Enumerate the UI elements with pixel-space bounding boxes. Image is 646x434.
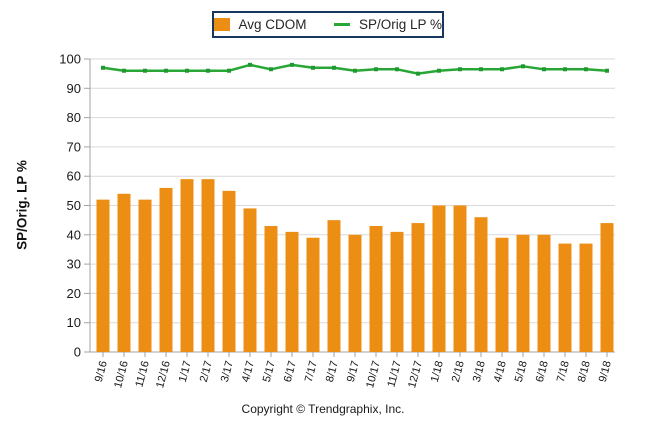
x-tick-label: 5/17 — [261, 360, 278, 384]
x-tick-label: 3/17 — [219, 360, 236, 384]
line-marker-5/18 — [521, 64, 525, 69]
x-tick-label: 10/16 — [112, 360, 131, 390]
x-tick-label: 10/17 — [364, 360, 383, 390]
line-marker-9/16 — [101, 65, 105, 70]
x-tick-label: 6/17 — [282, 360, 299, 384]
line-marker-8/18 — [584, 67, 588, 72]
bar-5/18 — [516, 234, 530, 352]
bar-7/18 — [558, 243, 572, 352]
bar-6/18 — [537, 234, 551, 352]
line-marker-11/17 — [395, 67, 399, 72]
bar-11/17 — [390, 231, 404, 352]
line-marker-1/18 — [437, 68, 441, 73]
line-marker-1/17 — [185, 68, 189, 73]
x-tick-label: 5/18 — [513, 360, 530, 384]
y-tick-label: 70 — [67, 139, 81, 154]
bar-10/17 — [369, 226, 383, 352]
bar-1/18 — [432, 205, 446, 352]
copyright-text: Copyright © Trendgraphix, Inc. — [241, 402, 405, 416]
y-tick-label: 40 — [67, 227, 81, 242]
x-tick-label: 12/16 — [154, 360, 173, 390]
line-marker-8/17 — [332, 65, 336, 70]
x-tick-label: 8/17 — [324, 360, 341, 384]
bar-2/17 — [201, 179, 215, 352]
y-tick-label: 90 — [67, 81, 81, 96]
x-tick-label: 2/17 — [198, 360, 215, 384]
bar-12/17 — [411, 223, 425, 352]
bar-9/16 — [96, 199, 110, 352]
line-marker-7/18 — [563, 67, 567, 72]
bar-8/17 — [327, 220, 341, 352]
x-tick-label: 11/17 — [385, 360, 404, 389]
x-tick-label: 11/16 — [133, 360, 152, 389]
line-marker-12/17 — [416, 71, 420, 76]
y-tick-label: 20 — [67, 286, 81, 301]
sp-orig-lp-label: SP/Orig LP % — [358, 17, 442, 32]
x-tick-label: 9/18 — [597, 360, 614, 384]
line-marker-10/17 — [374, 67, 378, 72]
line-marker-3/17 — [227, 68, 231, 73]
x-tick-label: 1/17 — [177, 360, 194, 384]
x-tick-label: 4/18 — [492, 360, 509, 384]
y-tick-label: 30 — [67, 257, 81, 272]
line-marker-4/17 — [248, 62, 252, 67]
line-marker-6/18 — [542, 67, 546, 72]
bar-10/16 — [117, 193, 131, 352]
bar-9/18 — [600, 223, 614, 352]
line-marker-5/17 — [269, 67, 273, 72]
line-marker-12/16 — [164, 68, 168, 73]
bar-8/18 — [579, 243, 593, 352]
avg-cdom-swatch-icon — [214, 18, 230, 31]
y-tick-label: 50 — [67, 198, 81, 213]
sp-orig-lp-swatch-icon — [333, 23, 350, 26]
bar-3/17 — [222, 190, 236, 352]
bar-4/18 — [495, 237, 509, 352]
line-marker-11/16 — [143, 68, 147, 73]
line-marker-9/17 — [353, 68, 357, 73]
y-tick-label: 100 — [59, 52, 81, 67]
x-tick-label: 9/17 — [345, 360, 362, 384]
x-tick-label: 8/18 — [576, 360, 593, 384]
x-tick-label: 7/18 — [555, 360, 572, 384]
y-tick-label: 0 — [74, 345, 81, 360]
y-tick-label: 80 — [67, 110, 81, 125]
legend: Avg CDOM SP/Orig LP % — [212, 11, 444, 38]
line-marker-4/18 — [500, 67, 504, 72]
bar-2/18 — [453, 205, 467, 352]
line-marker-3/18 — [479, 67, 483, 72]
bar-4/17 — [243, 208, 257, 352]
y-tick-label: 60 — [67, 169, 81, 184]
bar-1/17 — [180, 179, 194, 352]
line-marker-2/17 — [206, 68, 210, 73]
x-tick-label: 1/18 — [429, 360, 446, 384]
x-tick-label: 12/17 — [406, 360, 425, 390]
x-tick-label: 7/17 — [303, 360, 320, 384]
x-tick-label: 9/16 — [93, 360, 110, 384]
x-tick-label: 3/18 — [471, 360, 488, 384]
x-tick-label: 2/18 — [450, 360, 467, 384]
x-tick-label: 6/18 — [534, 360, 551, 384]
bar-7/17 — [306, 237, 320, 352]
bar-5/17 — [264, 226, 278, 352]
x-tick-label: 4/17 — [240, 360, 257, 384]
y-tick-label: 10 — [67, 315, 81, 330]
line-marker-2/18 — [458, 67, 462, 72]
line-marker-7/17 — [311, 65, 315, 70]
avg-cdom-label: Avg CDOM — [238, 17, 307, 32]
bar-12/16 — [159, 187, 173, 352]
line-marker-6/17 — [290, 62, 294, 67]
bar-9/17 — [348, 234, 362, 352]
bar-11/16 — [138, 199, 152, 352]
bar-6/17 — [285, 231, 299, 352]
line-marker-9/18 — [605, 68, 609, 73]
line-marker-10/16 — [122, 68, 126, 73]
bar-3/18 — [474, 217, 488, 352]
